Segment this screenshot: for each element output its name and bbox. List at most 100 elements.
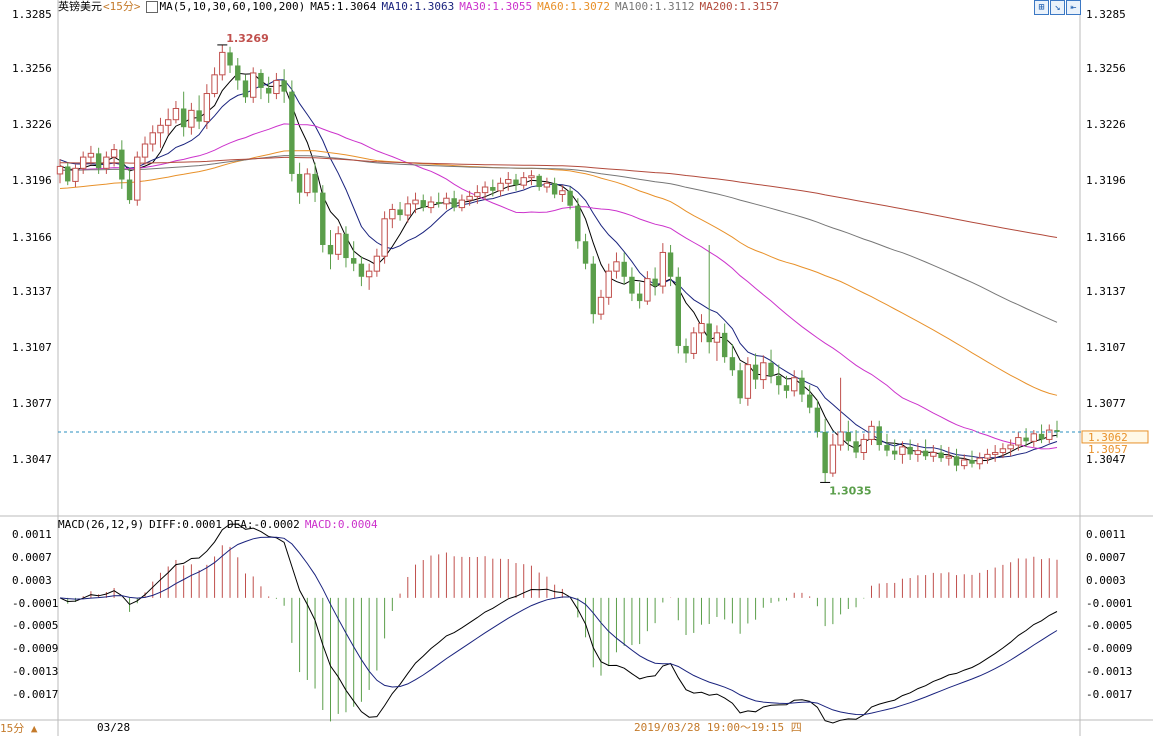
macd-tick-r-4: -0.0005	[1086, 619, 1133, 633]
candle-body	[235, 65, 241, 81]
candle-body	[575, 205, 581, 242]
candle-body	[969, 460, 975, 464]
candle-body	[327, 244, 334, 255]
price-tick-r-2: 1.3226	[1086, 118, 1126, 132]
candle-body	[737, 370, 743, 399]
ma30-price-label: 1.3057	[1088, 443, 1128, 456]
candle-body	[760, 362, 767, 381]
candle-body	[976, 457, 983, 465]
macd-header: MACD(26,12,9) DIFF:0.0001 DEA:-0.0002 MACD:…	[58, 518, 383, 532]
candle-body	[768, 362, 774, 376]
candle-body	[412, 199, 419, 205]
period-selector[interactable]: 15分 ▲	[0, 722, 38, 735]
macd-params: MACD(26,12,9)	[58, 518, 145, 531]
candle-body	[991, 452, 999, 455]
candle-body	[567, 190, 573, 206]
candle-body	[613, 261, 620, 272]
candle-body	[806, 394, 813, 408]
candle-body	[296, 173, 303, 193]
candle-body	[1046, 429, 1053, 440]
candle-body	[180, 108, 187, 128]
candle-body	[289, 91, 295, 174]
candle-body	[126, 179, 133, 201]
high-label: 1.3269	[226, 32, 268, 45]
candle-body	[273, 79, 280, 95]
ma-toggle-icon[interactable]	[145, 1, 158, 13]
macd-tick-l-1: 0.0007	[12, 550, 52, 564]
price-tick-r-5: 1.3137	[1086, 284, 1126, 298]
candle-body	[520, 177, 527, 186]
period-label[interactable]: <15分>	[103, 0, 141, 13]
expand-icon[interactable]: ⇤	[1066, 0, 1081, 15]
ma100-line	[60, 155, 1058, 323]
candle-body	[938, 452, 944, 459]
macd-dea: DEA:-0.0002	[226, 518, 300, 531]
candle-body	[404, 203, 411, 216]
candle-body	[365, 270, 373, 278]
current-price-label: 1.3062	[1088, 431, 1128, 444]
candle-body	[597, 296, 605, 315]
candle-body	[799, 377, 805, 395]
candle-body	[79, 156, 87, 169]
macd-diff: DIFF:0.0001	[149, 518, 222, 531]
candle-body	[196, 110, 202, 122]
candle-body	[605, 270, 612, 298]
candle-body	[853, 441, 859, 453]
candle-body	[953, 456, 960, 466]
price-tick-l-4: 1.3166	[12, 230, 52, 244]
ma-params: MA(5,10,30,60,100,200)	[159, 0, 306, 13]
macd-tick-l-6: -0.0013	[12, 665, 59, 679]
candle-body	[868, 425, 875, 440]
candle-body	[497, 182, 504, 192]
candle-body	[110, 149, 118, 158]
macd-tick-l-7: -0.0017	[12, 688, 59, 701]
price-tick-r-0: 1.3285	[1086, 8, 1126, 21]
candle-body	[188, 109, 195, 128]
macd-tick-r-6: -0.0013	[1086, 665, 1133, 679]
candle-body	[481, 186, 489, 194]
candle-body	[281, 80, 287, 92]
candle-body	[436, 201, 442, 204]
ma-value-0: MA5:1.3064	[310, 0, 377, 13]
candle-body	[543, 182, 551, 188]
dea-line	[59, 536, 1058, 716]
candle-body	[582, 241, 589, 264]
ma60-line	[59, 150, 1058, 396]
candle-body	[891, 450, 898, 455]
candle-body	[258, 72, 264, 88]
candle-body	[350, 258, 357, 264]
candle-body	[899, 446, 906, 455]
chart-header: 英镑美元<15分> MA(5,10,30,60,100,200) MA5:1.306…	[58, 0, 789, 14]
candle-body	[265, 87, 272, 94]
macd-tick-r-7: -0.0017	[1086, 688, 1133, 701]
candle-body	[513, 179, 519, 186]
candle-body	[659, 251, 667, 287]
candle-body	[1015, 437, 1022, 446]
candle-body	[242, 80, 249, 98]
candle-body	[776, 375, 782, 386]
candle-body	[791, 377, 798, 392]
price-tick-l-0: 1.3285	[12, 8, 52, 21]
price-tick-l-2: 1.3226	[12, 118, 52, 132]
candle-body	[103, 156, 110, 169]
candle-body	[644, 278, 651, 302]
price-tick-r-8: 1.3047	[1086, 453, 1126, 466]
price-tick-l-8: 1.3047	[12, 453, 52, 466]
line-chart-icon[interactable]: ↘	[1050, 0, 1065, 15]
candle-body	[427, 201, 435, 209]
macd-tick-r-3: -0.0001	[1086, 596, 1133, 610]
candle-body	[690, 332, 697, 354]
ma-values: MA5:1.3064 MA10:1.3063 MA30:1.3055 MA60:1.3…	[310, 0, 784, 13]
bar-chart-icon[interactable]: ⊞	[1034, 0, 1049, 15]
candle-body	[211, 74, 218, 95]
candle-body	[636, 293, 643, 302]
candle-body	[945, 455, 953, 459]
candle-body	[1007, 444, 1014, 450]
ma-value-1: MA10:1.3063	[381, 0, 455, 13]
price-tick-l-5: 1.3137	[12, 284, 52, 298]
candle-body	[304, 173, 311, 194]
candle-body	[721, 332, 728, 358]
candle-body	[713, 332, 721, 343]
diff-line	[59, 523, 1058, 724]
